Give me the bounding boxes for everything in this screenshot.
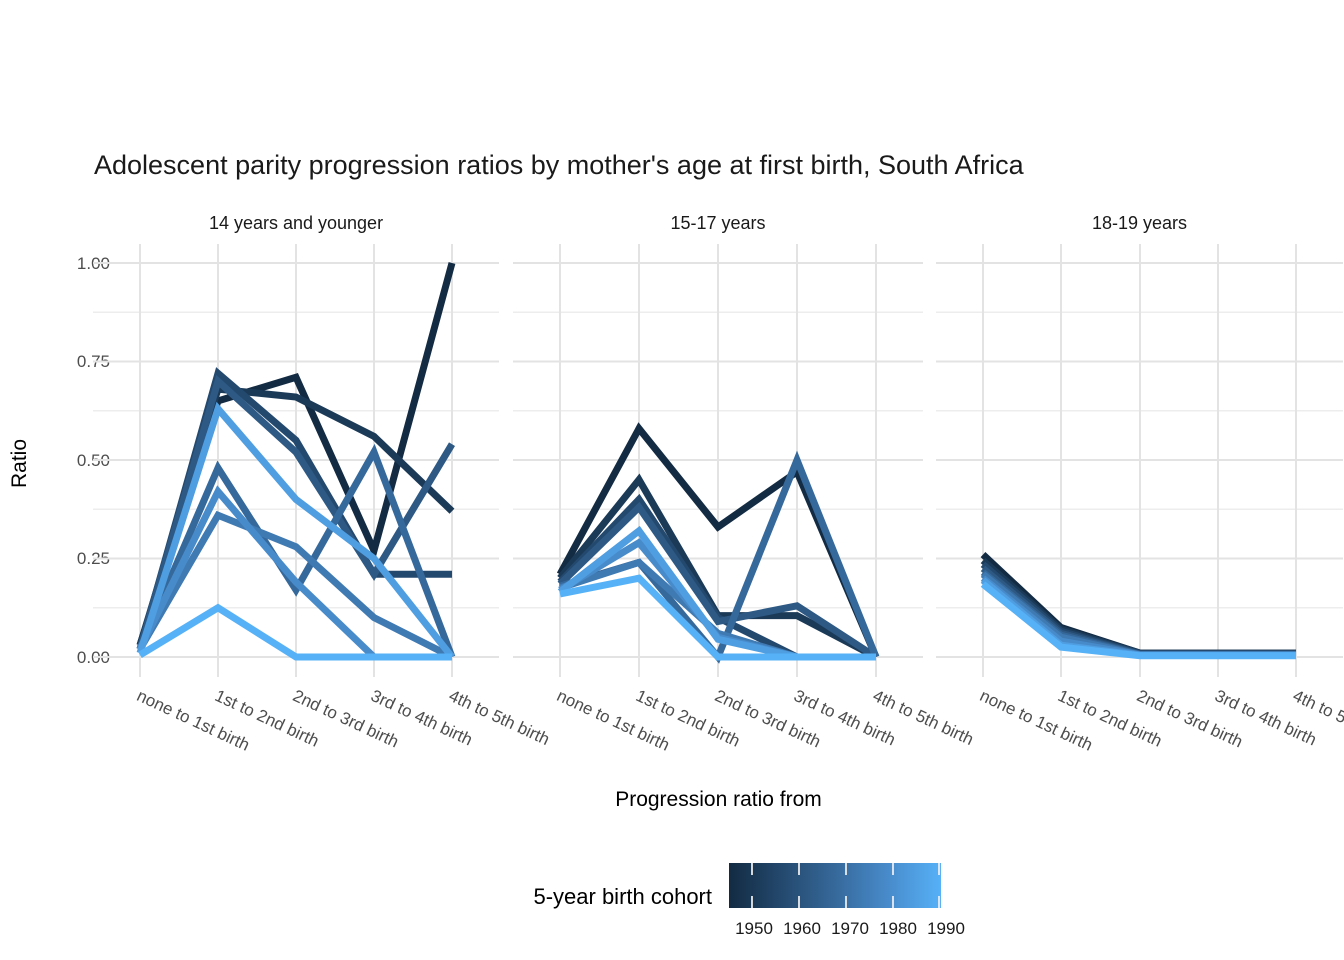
legend-title: 5-year birth cohort xyxy=(533,884,712,909)
legend-tick-label-1960: 1960 xyxy=(783,919,821,938)
cohort-line-1990-facet-2 xyxy=(980,581,1296,660)
legend-tick-label-1980: 1980 xyxy=(879,919,917,938)
cohort-line-1985-facet-0 xyxy=(136,401,455,660)
legend-tick-label-1950: 1950 xyxy=(735,919,773,938)
cohort-line-1965-facet-0 xyxy=(136,374,456,651)
legend-colorbar-tick xyxy=(798,863,800,875)
cohort-line-1990-facet-1 xyxy=(559,574,876,661)
cohort-line-1990-facet-0 xyxy=(138,603,452,661)
plot-area xyxy=(93,244,1343,677)
x-axis-title: Progression ratio from xyxy=(615,788,822,811)
cohort-line-1965-facet-1 xyxy=(557,501,878,660)
legend-colorbar-tick xyxy=(845,863,847,875)
cohort-line-1975-facet-0 xyxy=(136,510,454,661)
facet-strip-label-15-17: 15-17 years xyxy=(670,213,766,233)
legend-colorbar-tick xyxy=(892,863,894,875)
legend-colorbar xyxy=(729,863,941,908)
legend-colorbar-tick xyxy=(751,896,753,908)
facet-strip-label-14-and-younger: 14 years and younger xyxy=(208,213,384,233)
legend-colorbar-tick xyxy=(938,896,940,908)
legend-tick-label-1970: 1970 xyxy=(831,919,869,938)
legend-colorbar-tick xyxy=(845,896,847,908)
legend-colorbar-tick xyxy=(938,863,940,875)
legend-colorbar-tick xyxy=(892,896,894,908)
chart-title: Adolescent parity progression ratios by … xyxy=(94,150,1024,180)
cohort-line-1970-facet-0 xyxy=(136,443,456,659)
legend-tick-label-1990: 1990 xyxy=(927,919,965,938)
legend-colorbar-tick xyxy=(751,863,753,875)
legend-colorbar-tick xyxy=(798,896,800,908)
facet-strip-label-18-19: 18-19 years xyxy=(1091,213,1188,233)
